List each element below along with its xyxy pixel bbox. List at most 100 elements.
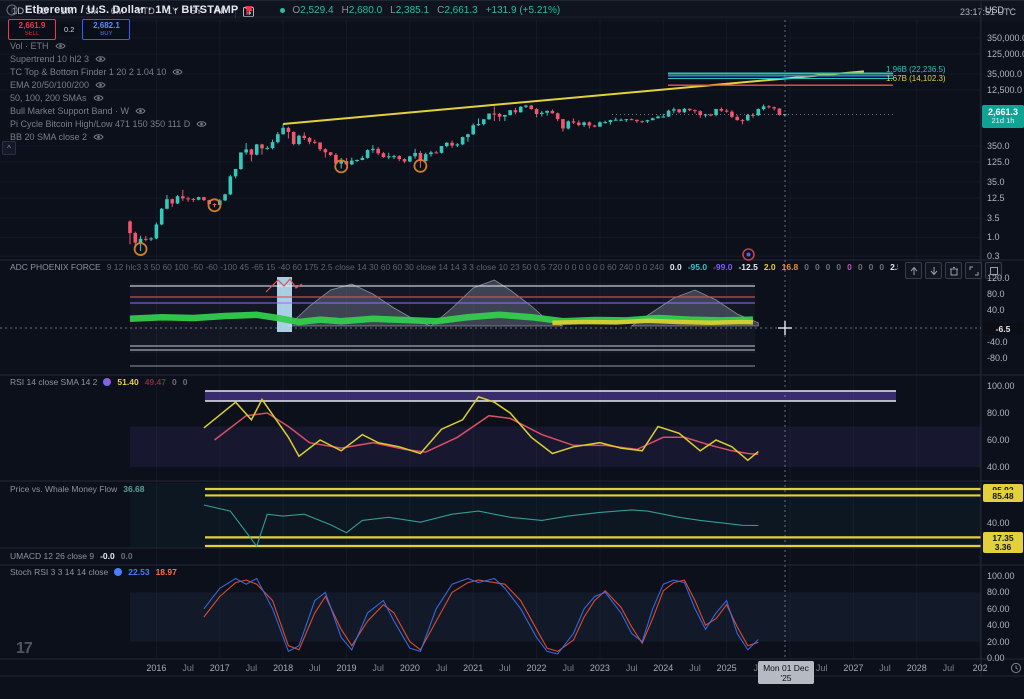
axis-label: 80.0 (987, 289, 1005, 299)
time-axis-label: 2021 (463, 663, 484, 673)
time-axis-label: Jul (942, 663, 955, 673)
info-icon[interactable]: i (6, 4, 18, 16)
legend-item[interactable]: Supertrend 10 hl2 3 (10, 54, 207, 65)
sell-button[interactable]: 2,661.9 SELL (8, 19, 56, 40)
delete-pane-icon[interactable] (945, 262, 962, 279)
legend-item[interactable]: TC Top & Bottom Finder 1 20 2 1.04 10 (10, 67, 207, 78)
pane-title-adc-phoenix-force[interactable]: ADC PHOENIX FORCE 9 12 hlc3 3 50 60 100 -… (10, 262, 898, 272)
pane-indicator-value: -99.0 (713, 262, 733, 272)
time-axis-label: 2027 (843, 663, 864, 673)
pane-indicator-value: 0 (814, 262, 820, 272)
eye-icon[interactable] (135, 107, 146, 115)
axis-label: 3.5 (987, 212, 1000, 223)
legend-collapse-arrow[interactable]: ^ (2, 141, 16, 155)
range-button-all[interactable]: All (214, 6, 225, 17)
range-button-1m[interactable]: 1M (60, 6, 74, 17)
pane-indicator-value: 0.0 (669, 262, 682, 272)
eye-icon[interactable] (172, 68, 184, 76)
pane-indicator-value: 0 (182, 377, 188, 387)
eye-icon[interactable] (95, 81, 106, 89)
legend-item-label: Supertrend 10 hl2 3 (10, 54, 90, 65)
legend-item-label: 50, 100, 200 SMAs (10, 93, 87, 104)
time-axis-label: 2017 (209, 663, 230, 673)
time-axis[interactable]: 2016 Jul 2017 Jul 2018 Jul 2019 Jul 2020 Jul 2021 J… (0, 660, 987, 677)
range-button-3m[interactable]: 3M (85, 6, 99, 17)
pane-indicator-title[interactable]: Price vs. Whale Money Flow (10, 484, 118, 494)
ohlc-value: C2,661.3 (437, 4, 478, 16)
eye-icon[interactable] (95, 55, 106, 63)
currency-selector[interactable]: USD (985, 3, 1019, 16)
sell-label: SELL (24, 31, 40, 37)
buy-button[interactable]: 2,682.1 BUY (82, 19, 131, 40)
pane-title-umacd[interactable]: UMACD 12 26 close 9 -0.0 0.0 (10, 551, 133, 561)
eye-icon[interactable] (92, 94, 104, 102)
axis-label: 350.0 (987, 140, 1010, 151)
ohlc-value: L2,385.1 (390, 4, 430, 16)
time-axis-label: 2023 (589, 663, 610, 673)
eye-icon[interactable] (93, 133, 104, 141)
server-clock[interactable]: 23:17:51 UTC (959, 6, 1016, 17)
legend-item-label: Bull Market Support Band · W (10, 106, 130, 117)
indicator-badge-icon (114, 568, 123, 576)
time-axis-label: Jul (815, 663, 828, 673)
time-axis-label: Jul (309, 663, 321, 673)
time-axis-label: Jul (625, 663, 638, 673)
move-pane-up-icon[interactable] (905, 262, 922, 279)
maximize-pane-icon[interactable] (965, 262, 982, 279)
time-axis-label: 2018 (273, 663, 294, 673)
pane-indicator-title[interactable]: UMACD 12 26 close 9 (10, 551, 95, 561)
pane-indicator-value: 0 (879, 262, 885, 272)
legend-item[interactable]: Pi Cycle Bitcoin High/Low 471 150 350 11… (10, 119, 207, 130)
pane-indicator-value: 0 (825, 262, 831, 272)
pane-title-whale-money-flow[interactable]: Price vs. Whale Money Flow 36.68 (10, 484, 145, 494)
pane-indicator-value: 2.5 (890, 262, 898, 272)
legend-item[interactable]: Vol · ETH (10, 41, 207, 52)
axis-label: 60.00 (987, 603, 1010, 614)
symbol-title[interactable]: Ethereum / U.S. Dollar · 1M · BITSTAMP (25, 4, 239, 16)
axis-label: 100.00 (987, 381, 1015, 391)
range-button-1d[interactable]: 1D (12, 6, 25, 17)
pane-indicator-value: 0 (836, 262, 842, 272)
chevron-down-icon (1007, 7, 1014, 12)
time-axis-label: 2016 (146, 663, 167, 673)
range-button-ytd[interactable]: YTD (135, 6, 155, 17)
pane-title-stoch-rsi[interactable]: Stoch RSI 3 3 14 14 close 22.53 18.97 (10, 567, 177, 577)
move-pane-down-icon[interactable] (925, 262, 942, 279)
current-price: 2,661.3 (987, 107, 1019, 117)
bar-countdown: 21d 1h (991, 116, 1015, 126)
legend-item[interactable]: EMA 20/50/100/200 (10, 80, 207, 91)
range-button-5y[interactable]: 5Y (190, 6, 203, 17)
pane-indicator-value: 36.68 (123, 484, 145, 494)
eye-icon[interactable] (196, 120, 207, 128)
legend-item-label: Pi Cycle Bitcoin High/Low 471 150 350 11… (10, 119, 191, 130)
pane-title-rsi[interactable]: RSI 14 close SMA 14 2 51.40 49.47 0 0 (10, 377, 187, 387)
time-axis-label: Jul (562, 663, 574, 673)
time-axis-label: 2022 (526, 663, 547, 673)
crosshair-time-label: Mon 01 Dec '25 (758, 661, 814, 684)
range-button-1y[interactable]: 1Y (166, 6, 179, 17)
flag-icon[interactable] (245, 5, 255, 16)
sell-price: 2,661.9 (18, 21, 46, 30)
time-axis-label: 2025 (716, 663, 737, 673)
range-button-6m[interactable]: 6M (110, 6, 124, 17)
pane-indicator-title[interactable]: Stoch RSI 3 3 14 14 close (10, 567, 109, 577)
legend-item[interactable]: BB 20 SMA close 2 (10, 132, 207, 143)
tradingview-logo[interactable]: 17 (16, 640, 33, 657)
range-button-5d[interactable]: 5D (36, 6, 49, 17)
legend-item[interactable]: 50, 100, 200 SMAs (10, 93, 207, 104)
more-options-icon[interactable] (985, 262, 1002, 279)
legend-item[interactable]: Bull Market Support Band · W (10, 106, 207, 117)
time-axis-label: 2020 (399, 663, 420, 673)
pane-indicator-title[interactable]: ADC PHOENIX FORCE (10, 262, 101, 272)
timezone-clock-icon[interactable] (1010, 662, 1022, 674)
pane-indicator-value: 0 (171, 377, 177, 387)
pane-indicator-title[interactable]: RSI 14 close SMA 14 2 (10, 377, 98, 387)
indicator-legend: Vol · ETH Supertrend 10 hl2 3 TC Top & Bot… (10, 41, 207, 143)
eye-icon[interactable] (54, 42, 66, 50)
axis-label: 125,000.0 (987, 49, 1024, 59)
pane-indicator-value: 22.53 (128, 567, 150, 577)
price-level-label: 1.67B (14,102.3) (886, 74, 946, 83)
time-axis-label: 2019 (336, 663, 357, 673)
